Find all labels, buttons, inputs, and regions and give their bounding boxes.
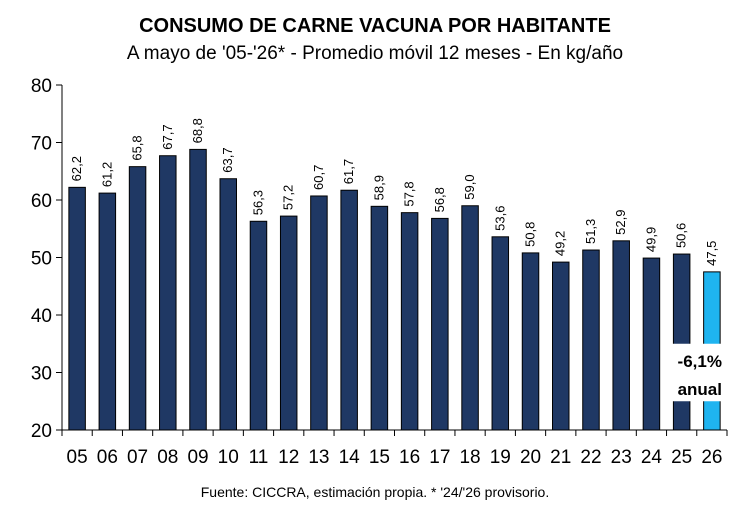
data-label: 61,2 <box>99 162 114 187</box>
data-label: 57,8 <box>402 181 417 206</box>
data-label: 67,7 <box>160 124 175 149</box>
value-labels: 62,2 61,2 65,8 67,7 68,8 63,7 56,3 57,2 60,7 61,7… <box>69 118 719 266</box>
bar <box>219 178 237 431</box>
bar <box>249 220 268 431</box>
data-label: 61,7 <box>341 159 356 184</box>
data-label: 56,8 <box>432 187 447 212</box>
bar <box>612 240 630 431</box>
bar <box>68 186 86 431</box>
y-tick-label: 60 <box>31 191 52 212</box>
x-tick-label: 21 <box>550 447 571 468</box>
bar <box>552 261 570 431</box>
chart-title: CONSUMO DE CARNE VACUNA POR HABITANTE <box>139 15 611 37</box>
data-label: 51,3 <box>583 219 598 244</box>
x-tick-label: 16 <box>399 447 420 468</box>
x-tick-label: 10 <box>218 447 239 468</box>
bar <box>582 249 600 431</box>
bar <box>431 217 449 431</box>
y-tick-label: 40 <box>31 306 52 327</box>
data-label: 60,7 <box>311 165 326 190</box>
bar <box>279 215 298 431</box>
bar <box>370 205 389 431</box>
x-tick-label: 15 <box>369 447 390 468</box>
bar <box>128 166 147 431</box>
data-label: 49,9 <box>643 227 658 252</box>
y-tick-label: 80 <box>31 76 52 97</box>
x-tick-label: 19 <box>490 447 511 468</box>
x-tick-label: 20 <box>520 447 541 468</box>
data-label: 59,0 <box>462 174 477 199</box>
x-tick-label: 17 <box>429 447 450 468</box>
x-tick-label: 26 <box>701 447 722 468</box>
x-tick-label: 12 <box>278 447 299 468</box>
x-axis: 05 06 07 08 09 10 11 12 13 14 15 16 17 18 19 20 21 22 23 24… <box>61 429 728 468</box>
data-label: 47,5 <box>704 241 719 266</box>
data-label: 50,8 <box>523 222 538 247</box>
bar <box>310 195 328 431</box>
data-label: 53,6 <box>492 205 507 230</box>
x-tick-label: 13 <box>308 447 329 468</box>
x-tick-label: 14 <box>339 447 361 468</box>
bar <box>400 212 419 431</box>
bar <box>521 252 540 431</box>
x-tick-label: 24 <box>641 447 663 468</box>
data-label: 52,9 <box>613 210 628 235</box>
data-label: 49,2 <box>553 231 568 256</box>
data-label: 62,2 <box>69 156 84 181</box>
data-label: 58,9 <box>371 175 386 200</box>
x-tick-label: 07 <box>127 447 148 468</box>
x-tick-label: 23 <box>611 447 632 468</box>
data-label: 63,7 <box>220 147 235 172</box>
y-tick-label: 30 <box>31 364 52 385</box>
x-tick-label: 06 <box>97 447 118 468</box>
chart-subtitle: A mayo de '05-'26* - Promedio móvil 12 m… <box>127 43 623 64</box>
bar <box>98 192 117 431</box>
bar <box>189 148 207 431</box>
annotation: -6,1% anual <box>668 343 731 402</box>
data-label: 56,3 <box>250 190 265 215</box>
y-tick-label: 50 <box>31 249 52 270</box>
data-label: 50,6 <box>674 223 689 248</box>
bar <box>672 253 691 431</box>
y-axis: 20 30 40 50 60 70 80 <box>31 76 63 442</box>
bar <box>642 257 661 431</box>
bar <box>491 236 510 431</box>
x-tick-label: 05 <box>67 447 88 468</box>
bar <box>340 189 358 431</box>
data-label: 65,8 <box>130 135 145 160</box>
source-note: Fuente: CICCRA, estimación propia. * '24… <box>201 484 550 500</box>
x-tick-label: 11 <box>249 447 269 468</box>
x-tick-label: 09 <box>187 447 208 468</box>
x-tick-label: 08 <box>157 447 178 468</box>
data-label: 57,2 <box>281 185 296 210</box>
data-label: 68,8 <box>190 118 205 143</box>
x-tick-label: 25 <box>671 447 692 468</box>
y-tick-label: 20 <box>31 421 52 442</box>
bars <box>68 148 721 431</box>
y-tick-label: 70 <box>31 134 52 155</box>
annotation-period: anual <box>678 380 722 399</box>
x-tick-label: 22 <box>580 447 601 468</box>
bar <box>461 205 479 431</box>
bar <box>159 155 177 431</box>
annotation-change: -6,1% <box>678 352 722 371</box>
x-tick-label: 18 <box>459 447 480 468</box>
annotation-mask <box>668 343 731 402</box>
